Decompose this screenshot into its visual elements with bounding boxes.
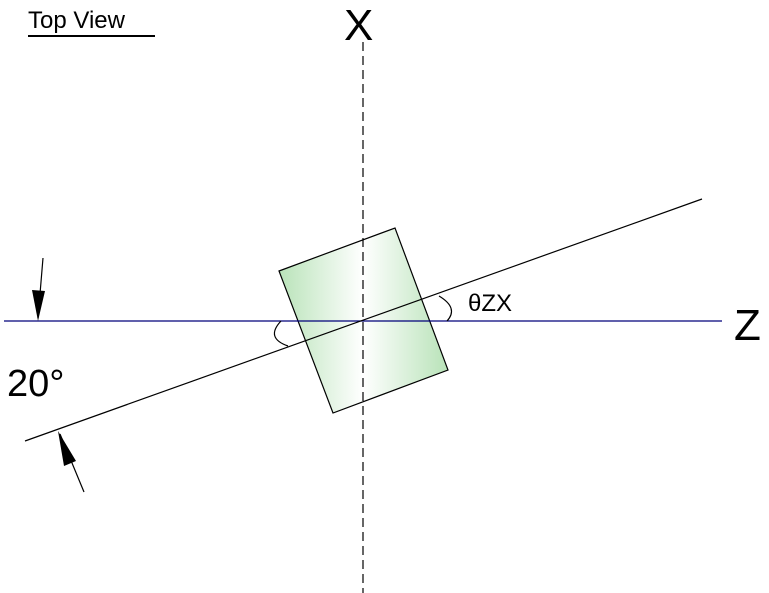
theta-arc-right <box>438 295 453 322</box>
x-axis-label: X <box>344 1 373 50</box>
theta-arc-left <box>273 320 289 347</box>
theta-zx-label: θZX <box>468 290 512 317</box>
z-axis-label: Z <box>734 301 761 350</box>
diagram-title: Top View <box>28 7 126 34</box>
angle-arrow-top-head <box>32 290 45 321</box>
rotation-angle-label: 20° <box>7 363 64 405</box>
rotated-axis-line <box>24 198 703 442</box>
angle-arrow-bottom-head <box>58 431 76 466</box>
